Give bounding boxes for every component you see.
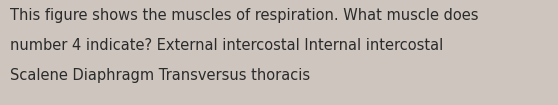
Text: Scalene Diaphragm Transversus thoracis: Scalene Diaphragm Transversus thoracis (10, 68, 310, 83)
Text: number 4 indicate? External intercostal Internal intercostal: number 4 indicate? External intercostal … (10, 38, 443, 53)
Text: This figure shows the muscles of respiration. What muscle does: This figure shows the muscles of respira… (10, 8, 479, 23)
